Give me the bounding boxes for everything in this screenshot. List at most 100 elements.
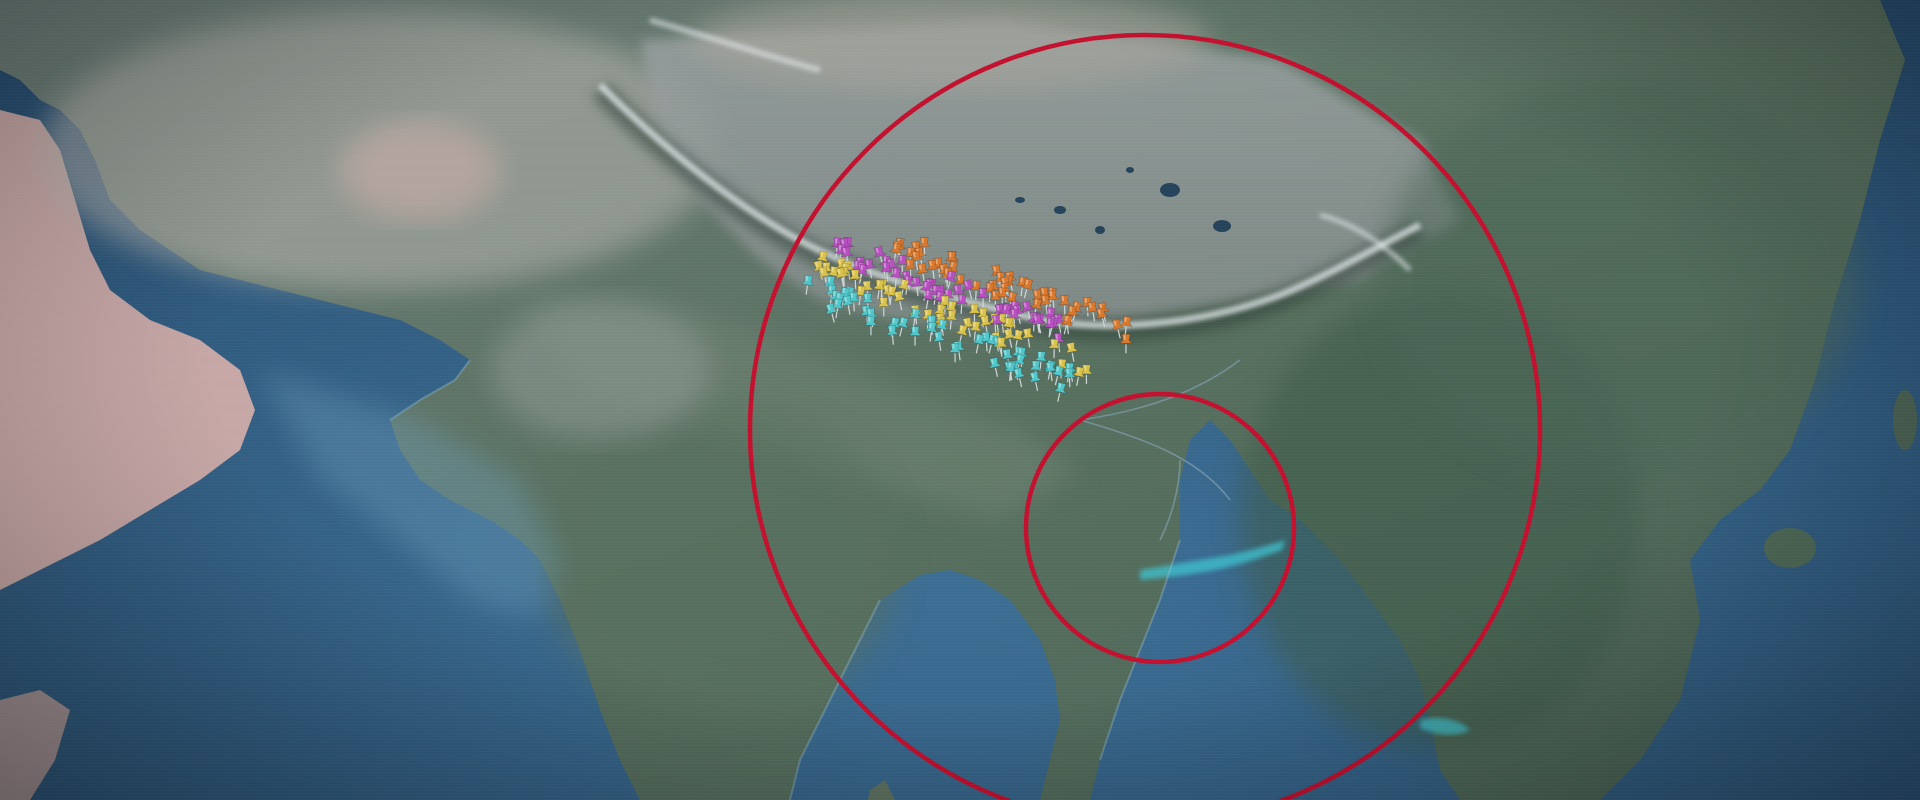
map-pin-orange[interactable]: [1119, 333, 1133, 354]
map-pin-yellow[interactable]: [1071, 366, 1087, 387]
map-pin-orange[interactable]: [1065, 305, 1079, 326]
map-pin-cyan[interactable]: [841, 295, 856, 316]
pin-needle: [1048, 328, 1051, 338]
map-pin-cyan[interactable]: [830, 298, 844, 319]
pin-needle: [889, 296, 892, 306]
map-pin-magenta[interactable]: [1020, 300, 1036, 321]
map-pin-orange[interactable]: [983, 282, 997, 303]
map-pin-yellow[interactable]: [961, 316, 977, 338]
pin-highlight: [827, 276, 831, 282]
map-pin-yellow[interactable]: [954, 324, 970, 345]
map-pin-magenta[interactable]: [918, 280, 933, 302]
map-pin-orange[interactable]: [988, 290, 1003, 310]
map-pin-yellow[interactable]: [892, 290, 908, 311]
pin-needle: [912, 318, 916, 328]
map-pin-magenta[interactable]: [942, 270, 958, 291]
map-pin-magenta[interactable]: [941, 288, 955, 309]
map-pin-yellow[interactable]: [944, 309, 958, 330]
map-pin-cyan[interactable]: [908, 326, 922, 346]
map-pin-magenta[interactable]: [1007, 308, 1022, 329]
pin-head: [943, 270, 957, 283]
pin-head: [1031, 313, 1045, 326]
map-pin-magenta[interactable]: [880, 261, 894, 282]
map-pin-yellow[interactable]: [872, 279, 886, 300]
map-pin-magenta[interactable]: [920, 289, 935, 310]
map-pin-yellow[interactable]: [967, 303, 982, 324]
map-pin-yellow[interactable]: [848, 269, 862, 289]
map-pin-orange[interactable]: [1094, 307, 1110, 328]
pin-highlight: [1058, 383, 1062, 389]
map-pin-cyan[interactable]: [1062, 367, 1077, 388]
map-pin-yellow[interactable]: [1021, 327, 1036, 349]
map-pin-cyan[interactable]: [948, 342, 962, 363]
pin-head: [917, 237, 932, 248]
pin-needle: [1023, 289, 1028, 299]
lakes: [1015, 167, 1231, 234]
map-pin-cyan[interactable]: [970, 333, 986, 354]
pin-highlight: [1056, 366, 1060, 372]
map-pin-cyan[interactable]: [864, 315, 878, 336]
map-pin-cyan[interactable]: [894, 316, 910, 337]
pin-head: [971, 333, 985, 346]
pin-head: [916, 262, 930, 275]
map-pin-cyan[interactable]: [1052, 381, 1068, 403]
map-pin-orange[interactable]: [1057, 295, 1072, 315]
map-pin-yellow[interactable]: [968, 320, 982, 341]
map-pin-orange[interactable]: [909, 250, 924, 271]
map-pin-cyan[interactable]: [983, 333, 999, 355]
map-pin-cyan[interactable]: [800, 274, 815, 295]
map-pin-magenta[interactable]: [1043, 317, 1057, 338]
terrain-deccan: [540, 400, 900, 720]
pin-highlight: [1017, 354, 1021, 361]
pin-head: [888, 242, 903, 255]
pin-needle: [886, 272, 889, 282]
map-pin-orange[interactable]: [1039, 294, 1053, 315]
map-pin-yellow[interactable]: [1064, 341, 1079, 363]
map-pin-cyan[interactable]: [1012, 367, 1028, 388]
pin-needle: [925, 299, 929, 310]
pin-head: [921, 289, 935, 301]
map-pin-cyan[interactable]: [1003, 361, 1018, 382]
map-pin-yellow[interactable]: [994, 337, 1009, 358]
map-pin-cyan[interactable]: [885, 325, 900, 345]
outer-radius-circle[interactable]: [747, 32, 1543, 800]
map-pin-orange[interactable]: [1058, 314, 1074, 335]
pin-head: [887, 316, 901, 329]
map-pin-cyan[interactable]: [988, 357, 1004, 378]
map-pin-orange[interactable]: [1019, 278, 1035, 299]
map-pin-cyan[interactable]: [1028, 371, 1044, 392]
map-pin-yellow[interactable]: [834, 267, 850, 288]
map-pin-yellow[interactable]: [876, 297, 891, 317]
map-pin-cyan[interactable]: [1000, 348, 1015, 369]
map-pin-magenta[interactable]: [889, 267, 903, 288]
map-pin-magenta[interactable]: [961, 279, 977, 300]
map-pin-magenta[interactable]: [910, 276, 924, 297]
map-pin-magenta[interactable]: [1030, 313, 1046, 334]
map-pin-cyan[interactable]: [1034, 351, 1048, 371]
pin-highlight: [1066, 368, 1069, 374]
map-pin-orange[interactable]: [926, 259, 940, 280]
map-pin-orange[interactable]: [995, 287, 1009, 307]
pin-highlight: [815, 261, 819, 268]
map-pin-yellow[interactable]: [853, 285, 868, 306]
map-pin-cyan[interactable]: [824, 302, 840, 324]
map-pin-orange[interactable]: [1046, 289, 1060, 310]
pin-highlight: [1003, 350, 1007, 356]
map-pin-cyan[interactable]: [932, 331, 947, 352]
map-pin-orange[interactable]: [1110, 318, 1126, 339]
pin-head: [1065, 305, 1079, 316]
map-pin-magenta[interactable]: [976, 287, 990, 308]
map-pin-cyan[interactable]: [908, 307, 923, 328]
map-pin-yellow[interactable]: [1047, 338, 1061, 359]
pin-head: [952, 283, 966, 296]
map-pin-magenta[interactable]: [854, 263, 870, 285]
pin-needle: [1020, 287, 1023, 297]
map-pin-orange[interactable]: [888, 242, 903, 264]
map-pin-cyan[interactable]: [1050, 365, 1066, 386]
map-pin-yellow[interactable]: [1079, 364, 1094, 384]
map-pin-orange[interactable]: [1119, 315, 1133, 336]
map-pin-magenta[interactable]: [955, 294, 969, 315]
inner-radius-circle[interactable]: [1023, 391, 1297, 665]
